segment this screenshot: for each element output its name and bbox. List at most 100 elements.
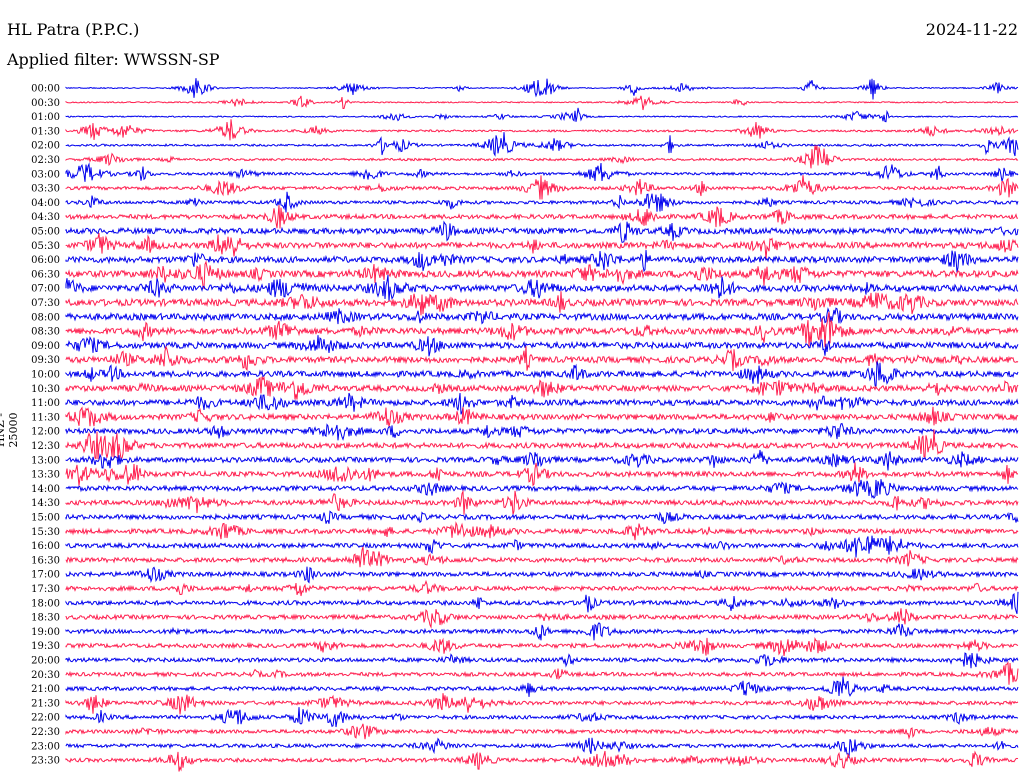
row-time-label: 20:30: [31, 670, 60, 681]
trace-row: [65, 429, 1019, 460]
trace-row: [65, 250, 1019, 273]
row-time-label: 07:00: [31, 284, 60, 295]
filter-label: Applied filter: WWSSN-SP: [7, 50, 220, 69]
row-time-label: 21:30: [31, 698, 60, 709]
trace-row: [65, 579, 1019, 597]
trace-row: [65, 737, 1019, 759]
row-time-label: 17:00: [31, 570, 60, 581]
row-time-label: 02:30: [31, 155, 60, 166]
row-time-label: 18:30: [31, 613, 60, 624]
trace-row: [65, 95, 1019, 111]
trace-row: [65, 479, 1019, 499]
trace-row: [65, 422, 1019, 441]
row-time-label: 03:30: [31, 184, 60, 195]
row-time-label: 06:00: [31, 255, 60, 266]
row-time-label: 14:00: [31, 484, 60, 495]
row-time-label: 19:30: [31, 641, 60, 652]
trace-row: [65, 661, 1019, 685]
row-time-label: 17:30: [31, 584, 60, 595]
trace-row: [65, 406, 1019, 427]
row-time-label: 14:30: [31, 498, 60, 509]
row-time-label: 13:00: [31, 455, 60, 466]
row-time-label: 04:00: [31, 198, 60, 209]
row-time-label: 03:00: [31, 169, 60, 180]
trace-row: [65, 274, 1019, 302]
trace-row: [65, 375, 1019, 400]
row-time-label: 10:00: [31, 370, 60, 381]
trace-row: [65, 78, 1019, 100]
row-time-label: 07:30: [31, 298, 60, 309]
row-time-label: 05:30: [31, 241, 60, 252]
trace-row: [65, 145, 1019, 169]
trace-row: [65, 119, 1019, 141]
row-time-label: 01:00: [31, 112, 60, 123]
row-time-label: 00:00: [31, 84, 60, 95]
trace-row: [65, 652, 1019, 669]
trace-row: [65, 311, 1019, 348]
station-title: HL Patra (P.P.C.): [7, 20, 140, 39]
row-time-label: 20:00: [31, 656, 60, 667]
trace-row: [65, 260, 1019, 289]
row-time-label: 11:30: [31, 412, 60, 423]
trace-row: [65, 361, 1019, 389]
trace-row: [65, 521, 1019, 541]
trace-row: [65, 636, 1019, 656]
row-time-label: 06:30: [31, 269, 60, 280]
trace-row: [65, 462, 1019, 487]
trace-row: [65, 307, 1019, 325]
row-time-label: 10:30: [31, 384, 60, 395]
trace-row: [65, 449, 1019, 471]
trace-row: [65, 392, 1019, 415]
trace-row: [65, 335, 1019, 357]
row-time-label: 08:30: [31, 327, 60, 338]
row-time-label: 15:00: [31, 513, 60, 524]
row-time-label: 13:30: [31, 470, 60, 481]
row-time-label: 05:00: [31, 227, 60, 238]
trace-row: [65, 622, 1019, 641]
row-time-label: 19:00: [31, 627, 60, 638]
trace-row: [65, 608, 1018, 630]
row-time-label: 01:30: [31, 126, 60, 137]
trace-row: [65, 676, 1019, 697]
row-time-label: 16:30: [31, 555, 60, 566]
row-time-label: 22:00: [31, 713, 60, 724]
row-time-label: 04:30: [31, 212, 60, 223]
trace-row: [65, 723, 1019, 740]
trace-row: [65, 707, 1019, 728]
row-time-label: 11:00: [31, 398, 60, 409]
row-time-label: 15:30: [31, 527, 60, 538]
trace-row: [65, 132, 1019, 157]
trace-row: [65, 291, 1019, 316]
row-time-label: 18:00: [31, 598, 60, 609]
trace-row: [65, 205, 1019, 229]
trace-row: [65, 107, 1019, 123]
row-time-label: 21:00: [31, 684, 60, 695]
trace-row: [65, 591, 1019, 614]
trace-row: [65, 693, 1019, 715]
trace-row: [65, 750, 1019, 772]
row-time-label: 22:30: [31, 727, 60, 738]
trace-row: [65, 535, 1019, 558]
record-date: 2024-11-22: [925, 20, 1018, 39]
row-time-label: 00:30: [31, 98, 60, 109]
trace-row: [65, 191, 1019, 213]
row-time-label: 08:00: [31, 312, 60, 323]
row-time-label: 02:00: [31, 141, 60, 152]
row-time-label: 23:00: [31, 741, 60, 752]
trace-row: [65, 345, 1019, 372]
trace-row: [65, 489, 1019, 515]
row-time-label: 09:00: [31, 341, 60, 352]
trace-row: [65, 220, 1019, 243]
trace-row: [65, 566, 1019, 584]
trace-row: [65, 162, 1019, 182]
trace-row: [65, 510, 1019, 525]
trace-row: [65, 546, 1019, 568]
row-time-label: 16:00: [31, 541, 60, 552]
row-time-label: 12:30: [31, 441, 60, 452]
row-time-label: 23:30: [31, 756, 60, 767]
row-time-label: 09:30: [31, 355, 60, 366]
trace-row: [65, 232, 1019, 260]
row-time-label: 12:00: [31, 427, 60, 438]
trace-row: [65, 175, 1019, 200]
